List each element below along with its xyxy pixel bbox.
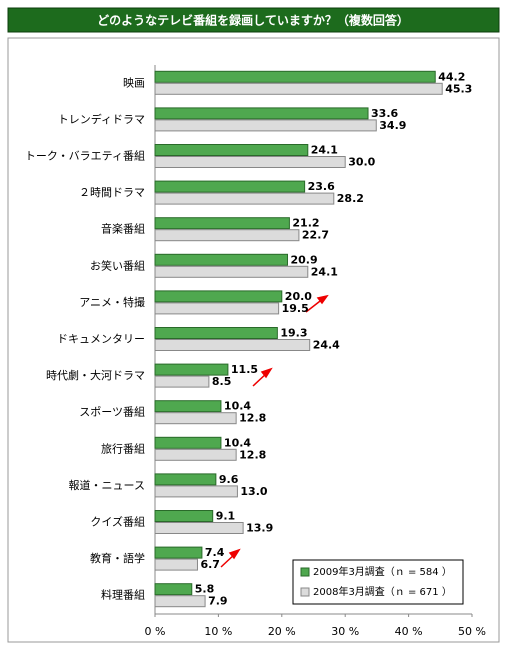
value-label: 22.7 [302, 229, 329, 242]
value-label: 5.8 [195, 583, 215, 596]
legend-swatch [300, 587, 310, 597]
value-label: 13.9 [246, 522, 273, 535]
bar [154, 229, 300, 242]
bar [154, 107, 369, 120]
bar [154, 339, 311, 351]
value-label: 11.5 [231, 363, 258, 376]
bar [154, 156, 346, 168]
bar [154, 119, 377, 132]
bar [154, 522, 244, 534]
x-tick-label: 50 % [458, 625, 486, 638]
bar [154, 436, 222, 449]
title-bar [7, 7, 500, 33]
bar [154, 546, 203, 559]
y-tick-label: 時代劇・大河ドラマ [46, 368, 145, 382]
y-tick-label: 料理番組 [101, 588, 145, 602]
value-label: 30.0 [348, 156, 375, 169]
y-tick-label: お笑い番組 [90, 258, 145, 272]
bar [154, 192, 335, 205]
value-label: 19.3 [280, 327, 307, 340]
y-tick-label: クイズ番組 [90, 515, 145, 529]
x-tick-label: 10 % [204, 625, 232, 638]
bar [154, 82, 443, 95]
value-label: 20.0 [285, 290, 312, 303]
bar [154, 448, 237, 461]
bar [154, 375, 210, 388]
value-label: 24.1 [311, 144, 338, 157]
y-tick-label: スポーツ番組 [79, 406, 145, 419]
annotation-arrows [220, 294, 329, 568]
bar [154, 558, 198, 571]
value-label: 12.8 [239, 412, 266, 425]
y-tick-label: 教育・語学 [90, 551, 145, 565]
value-label: 45.3 [445, 82, 472, 95]
bar [154, 363, 229, 376]
bar [154, 327, 278, 339]
y-tick-label: トレンディドラマ [58, 112, 145, 126]
value-label: 8.5 [212, 375, 232, 388]
chart-frame [7, 37, 500, 643]
value-label: 34.9 [379, 119, 406, 132]
bar [154, 412, 237, 425]
bar [154, 473, 217, 486]
y-tick-label: 旅行番組 [101, 441, 145, 455]
bar [154, 253, 289, 266]
value-label: 23.6 [308, 180, 335, 193]
y-tick-label: 報道・ニュース [69, 478, 145, 492]
value-label: 44.2 [438, 70, 465, 83]
bar [154, 217, 290, 230]
arrow-head [228, 548, 241, 560]
bar [154, 595, 206, 608]
y-tick-label: ドキュメンタリー [57, 333, 145, 346]
y-tick-label: 映画 [123, 76, 145, 89]
bar [154, 265, 309, 278]
value-label: 21.2 [292, 217, 319, 230]
value-label: 9.1 [216, 510, 236, 523]
value-label: 6.7 [200, 558, 220, 571]
bar [154, 70, 436, 83]
bar [154, 400, 222, 413]
legend-label: 2008年3月調査（ｎ = 671 ） [313, 585, 452, 598]
x-tick-label: 30 % [331, 625, 359, 638]
x-tick-label: 0 % [145, 625, 166, 638]
legend-box [292, 559, 464, 605]
y-tick-label: アニメ・特撮 [79, 295, 145, 309]
value-label: 13.0 [240, 485, 267, 498]
bar [154, 180, 306, 193]
arrow-head [316, 294, 329, 305]
value-label: 33.6 [371, 107, 398, 120]
value-label: 24.4 [313, 339, 340, 352]
value-label: 7.9 [208, 595, 228, 608]
value-label: 10.4 [224, 436, 251, 449]
chart-title: どのようなテレビ番組を録画していますか？（複数回答） [97, 13, 409, 28]
value-label: 9.6 [219, 473, 239, 486]
value-label: 19.5 [282, 302, 309, 315]
x-tick-label: 20 % [268, 625, 296, 638]
bar [154, 290, 283, 303]
arrow-head [260, 367, 273, 379]
value-label: 10.4 [224, 400, 251, 413]
bar [154, 485, 238, 498]
value-label: 24.1 [311, 265, 338, 278]
bar [154, 510, 214, 522]
value-label: 12.8 [239, 448, 266, 461]
legend-swatch [300, 567, 310, 577]
bar [154, 144, 309, 156]
value-label: 20.9 [291, 253, 318, 266]
y-tick-label: 音楽番組 [101, 222, 145, 236]
y-tick-label: トーク・バラエティ番組 [25, 150, 145, 163]
x-tick-label: 40 % [395, 625, 423, 638]
y-tick-label: ２時間ドラマ [79, 186, 145, 199]
bar [154, 302, 280, 315]
value-label: 28.2 [337, 192, 364, 205]
bar [154, 583, 193, 596]
legend-label: 2009年3月調査（ｎ = 584 ） [313, 565, 452, 578]
value-label: 7.4 [205, 546, 225, 559]
